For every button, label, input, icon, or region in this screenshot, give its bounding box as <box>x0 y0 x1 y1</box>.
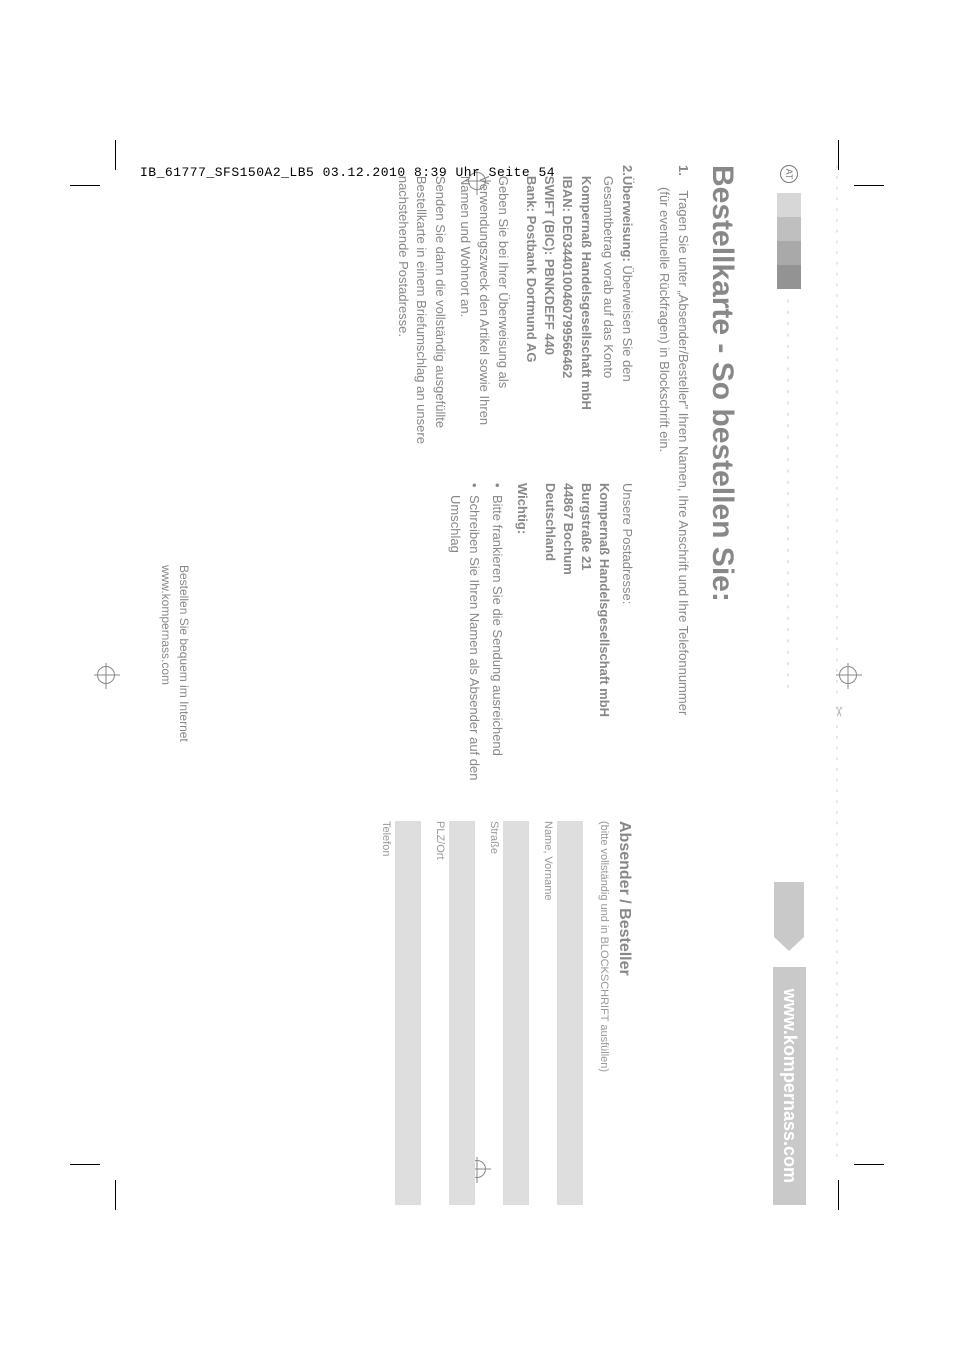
bank-line-iban: IBAN: DE03440100460799566462 <box>558 176 576 465</box>
arrow-icon <box>775 882 805 937</box>
bank-line-bank: Bank: Postbank Dortmund AG <box>522 176 540 465</box>
cut-line: - - - - - - - - - - - - - - - - - - - - … <box>830 165 847 1225</box>
addr-street: Burgstraße 21 <box>577 483 595 803</box>
crop-mark <box>70 185 100 186</box>
bank-line-swift: SWIFT (BIC): PBNKDEFF 440 <box>540 176 558 465</box>
page-content: - - - - - - - - - - - - - - - - - - - - … <box>97 125 857 1225</box>
step-1: 1. Tragen Sie unter „Absender/Besteller"… <box>654 165 692 1205</box>
crop-mark <box>70 1164 100 1165</box>
country-badge: AT <box>781 165 799 183</box>
step-number: 2. <box>393 165 637 176</box>
street-input[interactable] <box>503 821 529 1205</box>
field-city: PLZ/Ort <box>431 821 475 1205</box>
internet-url: www.kompernass.com <box>157 565 174 742</box>
dash-line: - - - - - - - - - - - - - - - - - - - - … <box>783 299 797 872</box>
postal-address: Kompernaß Handelsgesellschaft mbH Burgst… <box>541 483 614 803</box>
column-sender-form: Absender / Besteller (bitte vollständig … <box>367 821 636 1205</box>
phone-label: Telefon <box>377 821 393 1205</box>
post-address-label: Unsere Postadresse: <box>617 483 636 803</box>
crop-mark <box>854 1164 884 1165</box>
page-title: Bestellkarte - So bestellen Sie: <box>705 165 739 602</box>
step-number: 1. <box>673 165 692 187</box>
bank-line-company: Kompernaß Handelsgesellschaft mbH <box>576 176 594 465</box>
tips-list: Bitte frankieren Sie die Sendung ausreic… <box>445 483 506 803</box>
transfer-para-2: Senden Sie dann die vollständig ausgefül… <box>393 176 450 465</box>
field-phone: Telefon <box>377 821 421 1205</box>
addr-city: 44867 Bochum <box>559 483 577 803</box>
name-label: Name, Vorname <box>539 821 555 1205</box>
step-1-line-a: Tragen Sie unter „Absender/Besteller" Ih… <box>676 190 691 715</box>
city-input[interactable] <box>449 821 475 1205</box>
addr-country: Deutschland <box>541 483 559 803</box>
phone-input[interactable] <box>395 821 421 1205</box>
color-bar <box>778 193 802 289</box>
name-input[interactable] <box>557 821 583 1205</box>
important-label: Wichtig: <box>512 483 531 803</box>
scissors-icon: ✂ <box>831 706 847 720</box>
transfer-text: Überweisen Sie den <box>620 262 635 382</box>
city-label: PLZ/Ort <box>431 821 447 1205</box>
column-address: Unsere Postadresse: Kompernaß Handelsges… <box>367 483 636 803</box>
step-1-line-b: (für eventuelle Rückfragen) in Blockschr… <box>654 187 673 452</box>
columns: 2. Überweisung: Überweisen Sie den Gesam… <box>367 165 636 1205</box>
footer: Bestellen Sie bequem im Internet www.kom… <box>157 205 192 1185</box>
field-street: Straße <box>485 821 529 1205</box>
crop-mark <box>854 185 884 186</box>
column-transfer: 2. Überweisung: Überweisen Sie den Gesam… <box>367 165 636 465</box>
internet-order-box: Bestellen Sie bequem im Internet www.kom… <box>157 565 192 742</box>
tip-item: Bitte frankieren Sie die Sendung ausreic… <box>487 483 506 803</box>
header-url: www.kompernass.com <box>773 967 806 1205</box>
tip-item: Schreiben Sie Ihren Namen als Absender a… <box>445 483 483 803</box>
transfer-label: Überweisung: <box>620 176 635 262</box>
field-name: Name, Vorname <box>539 821 583 1205</box>
header-bar: AT - - - - - - - - - - - - - - - - - - -… <box>762 165 817 1205</box>
addr-company: Kompernaß Handelsgesellschaft mbH <box>595 483 613 803</box>
transfer-text-2: Gesamtbetrag vorab auf das Konto <box>601 176 616 378</box>
content-area: 1. Tragen Sie unter „Absender/Besteller"… <box>117 165 692 1205</box>
transfer-para-1: Geben Sie bei Ihrer Überweisung als Verw… <box>455 176 512 465</box>
sender-heading: Absender / Besteller <box>613 821 636 1205</box>
sender-subheading: (bitte vollständig und in BLOCKSCHRIFT a… <box>595 821 611 1205</box>
street-label: Straße <box>485 821 501 1205</box>
bank-details: Kompernaß Handelsgesellschaft mbH IBAN: … <box>522 176 595 465</box>
internet-line-1: Bestellen Sie bequem im Internet <box>174 565 191 742</box>
